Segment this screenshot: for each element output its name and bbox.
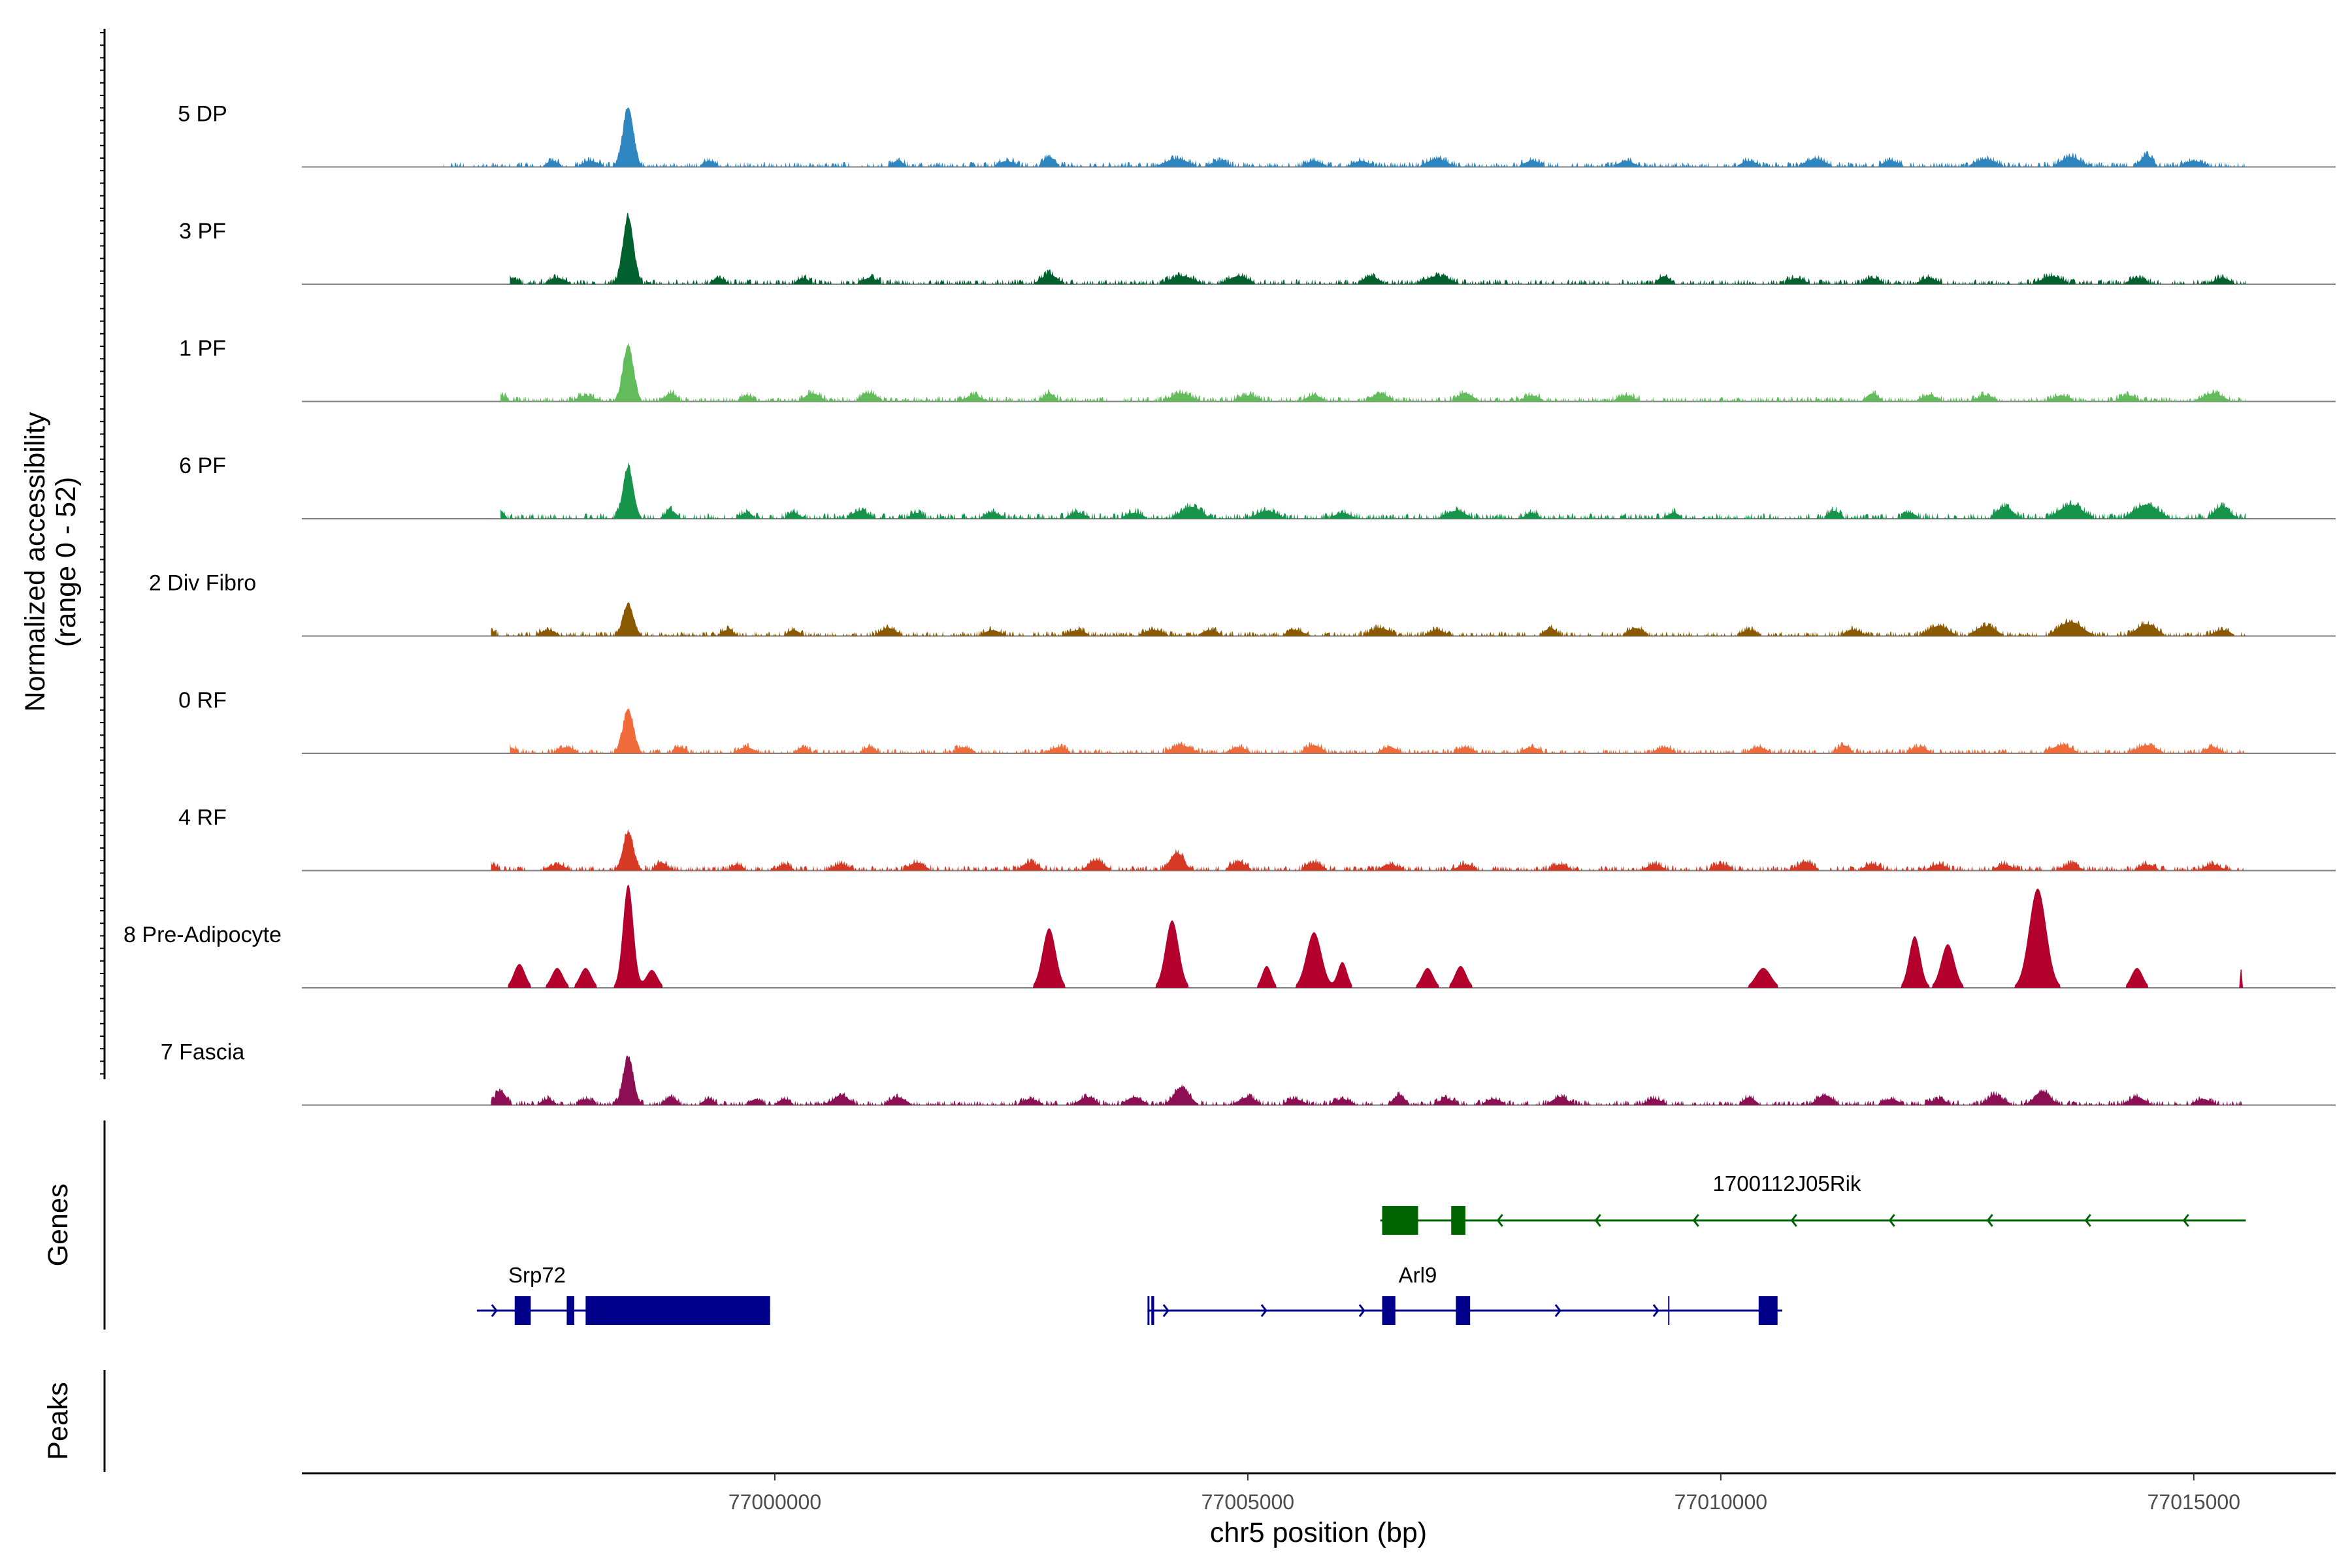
strand-arrow <box>1692 1214 1699 1227</box>
peaks-panel-label: Peaks <box>42 1382 74 1460</box>
track-area <box>444 107 2246 167</box>
track-label: 6 PF <box>179 453 226 478</box>
strand-arrow <box>1888 1214 1895 1227</box>
track-area <box>510 212 2246 284</box>
gene-srp72: Srp72 <box>476 1263 770 1325</box>
track-area <box>491 828 2246 871</box>
exon-box <box>585 1296 770 1325</box>
exon-box <box>1151 1296 1154 1325</box>
strand-arrow <box>1496 1214 1503 1227</box>
track-1-pf: 1 PF <box>179 336 2336 402</box>
track-area <box>500 342 2246 402</box>
track-label: 3 PF <box>179 219 226 244</box>
genes-panel-label: Genes <box>42 1184 74 1267</box>
x-tick-label: 77015000 <box>2148 1490 2240 1514</box>
gene-label: 1700112J05Rik <box>1713 1171 1861 1196</box>
exon-box <box>1382 1206 1418 1235</box>
track-label: 2 Div Fibro <box>149 571 256 596</box>
genes-layer: 1700112J05Rik Srp72 Arl9 <box>476 1171 2246 1325</box>
tracks-layer: 5 DP 3 PF 1 PF 6 PF 2 Div Fibro 0 RF 4 RF 8 Pre… <box>123 102 2336 1106</box>
gene-arl9: Arl9 <box>1148 1263 1782 1325</box>
y-axis-title-line2: (range 0 - 52) <box>50 477 82 647</box>
strand-arrow <box>1162 1304 1169 1317</box>
track-7-fascia: 7 Fascia <box>161 1040 2336 1106</box>
track-label: 1 PF <box>179 336 226 361</box>
axes-layer: 77000000 77005000 77010000 77015000 <box>100 29 2336 1514</box>
track-label: 4 RF <box>178 806 227 830</box>
track-label: 7 Fascia <box>161 1040 245 1065</box>
y-axis-title-line1: Normalized accessibility <box>20 412 51 711</box>
strand-arrow <box>1554 1304 1561 1317</box>
strand-arrow <box>1260 1304 1267 1317</box>
track-4-rf: 4 RF <box>178 806 2336 872</box>
track-area <box>491 602 2246 636</box>
gene-label: Arl9 <box>1399 1263 1437 1287</box>
strand-arrow <box>1986 1214 1993 1227</box>
track-6-pf: 6 PF <box>179 453 2336 519</box>
strand-arrow <box>1358 1304 1365 1317</box>
x-tick-label: 77000000 <box>728 1490 821 1514</box>
track-label: 0 RF <box>178 688 227 713</box>
strand-arrow <box>491 1304 498 1317</box>
x-tick-label: 77010000 <box>1674 1490 1767 1514</box>
track-area <box>491 1055 2246 1105</box>
exon-box <box>1451 1206 1465 1235</box>
track-area <box>510 708 2246 753</box>
strand-arrow <box>1652 1304 1659 1317</box>
gene-label: Srp72 <box>508 1263 566 1287</box>
strand-arrow <box>1790 1214 1797 1227</box>
gene-1700112j05rik: 1700112J05Rik <box>1380 1171 2246 1235</box>
exon-box <box>1456 1296 1471 1325</box>
strand-arrow <box>2182 1214 2189 1227</box>
track-label: 8 Pre-Adipocyte <box>123 923 282 947</box>
track-5-dp: 5 DP <box>178 102 2336 168</box>
x-axis-title: chr5 position (bp) <box>1210 1517 1427 1548</box>
exon-box <box>566 1296 574 1325</box>
strand-arrow <box>1594 1214 1601 1227</box>
track-8-pre-adipocyte: 8 Pre-Adipocyte <box>123 885 2336 988</box>
track-3-pf: 3 PF <box>179 212 2336 285</box>
track-area <box>491 885 2246 988</box>
track-2-div-fibro: 2 Div Fibro <box>149 571 2336 637</box>
track-area <box>500 461 2246 519</box>
track-0-rf: 0 RF <box>178 688 2336 754</box>
exon-box <box>1382 1296 1396 1325</box>
strand-arrow <box>2084 1214 2091 1227</box>
exon-box <box>514 1296 531 1325</box>
exon-box <box>1758 1296 1778 1325</box>
track-label: 5 DP <box>178 102 227 127</box>
x-tick-label: 77005000 <box>1201 1490 1294 1514</box>
